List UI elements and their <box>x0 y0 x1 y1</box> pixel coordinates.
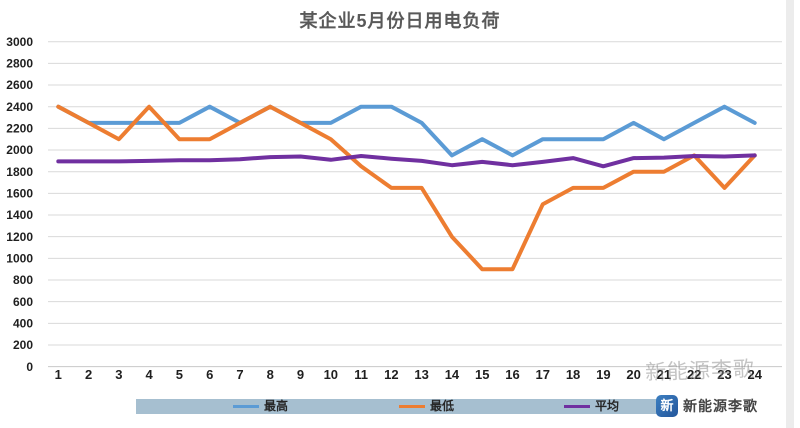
y-axis-tick-label: 2400 <box>6 100 33 114</box>
x-axis-tick-label: 17 <box>536 367 550 382</box>
x-axis-tick-label: 7 <box>236 367 243 382</box>
legend-item-max: 最高 <box>233 399 288 414</box>
x-axis-tick-label: 20 <box>626 367 640 382</box>
x-axis-tick-label: 12 <box>384 367 398 382</box>
legend-line-sample <box>564 405 590 408</box>
brand-name: 新能源李歌 <box>683 398 758 414</box>
chart-title: 某企业5月份日用电负荷 <box>299 11 501 31</box>
x-axis-tick-label: 3 <box>115 367 122 382</box>
legend-label: 最低 <box>430 399 455 413</box>
x-axis-tick-label: 21 <box>657 367 671 382</box>
legend-label: 平均 <box>595 399 620 413</box>
brand-badge: 新 新能源李歌 <box>656 394 758 418</box>
y-axis-tick-label: 2200 <box>6 122 33 136</box>
right-margin-strip <box>786 0 794 428</box>
y-axis-tick-label: 0 <box>26 360 33 374</box>
legend-item-avg: 平均 <box>564 399 619 414</box>
x-axis-tick-label: 19 <box>596 367 610 382</box>
y-axis-tick-label: 600 <box>13 295 33 309</box>
x-axis-tick-label: 8 <box>267 367 274 382</box>
x-axis-tick-label: 6 <box>206 367 213 382</box>
y-axis-tick-label: 2800 <box>6 57 33 71</box>
series-line-min <box>56 104 757 272</box>
x-axis-tick-label: 23 <box>717 367 731 382</box>
y-axis-tick-label: 3000 <box>6 35 33 49</box>
legend-line-sample <box>233 405 259 408</box>
x-axis-tick-label: 11 <box>354 367 368 382</box>
x-axis-tick-label: 14 <box>445 367 460 382</box>
brand-logo-icon: 新 <box>656 395 678 417</box>
y-axis-tick-label: 2600 <box>6 78 33 92</box>
legend-item-min: 最低 <box>399 399 454 414</box>
y-axis-tick-label: 400 <box>13 317 33 331</box>
y-axis-tick-label: 1600 <box>6 187 33 201</box>
x-axis-tick-label: 10 <box>324 367 338 382</box>
legend-label: 最高 <box>264 399 289 413</box>
legend: 最高 最低 平均 <box>136 399 658 414</box>
series-line-avg <box>56 153 757 169</box>
x-axis-tick-label: 16 <box>505 367 519 382</box>
x-axis-tick-label: 24 <box>748 367 763 382</box>
x-axis-tick-label: 18 <box>566 367 580 382</box>
series-line-max <box>56 104 757 158</box>
x-axis-tick-label: 2 <box>85 367 92 382</box>
x-axis-tick-label: 9 <box>297 367 304 382</box>
x-axis-tick-label: 13 <box>414 367 428 382</box>
legend-line-sample <box>399 405 425 408</box>
y-axis-tick-label: 2000 <box>6 143 33 157</box>
x-axis-tick-label: 1 <box>55 367 62 382</box>
y-axis-tick-label: 800 <box>13 273 33 287</box>
x-axis-tick-label: 15 <box>475 367 489 382</box>
y-axis-tick-label: 1400 <box>6 208 33 222</box>
y-axis-tick-label: 1000 <box>6 252 33 266</box>
x-axis-tick-label: 5 <box>176 367 183 382</box>
y-axis-tick-label: 1800 <box>6 165 33 179</box>
x-axis-tick-label: 4 <box>146 367 154 382</box>
y-axis-tick-label: 200 <box>13 338 33 352</box>
y-axis-tick-label: 1200 <box>6 230 33 244</box>
x-axis-tick-label: 22 <box>687 367 701 382</box>
